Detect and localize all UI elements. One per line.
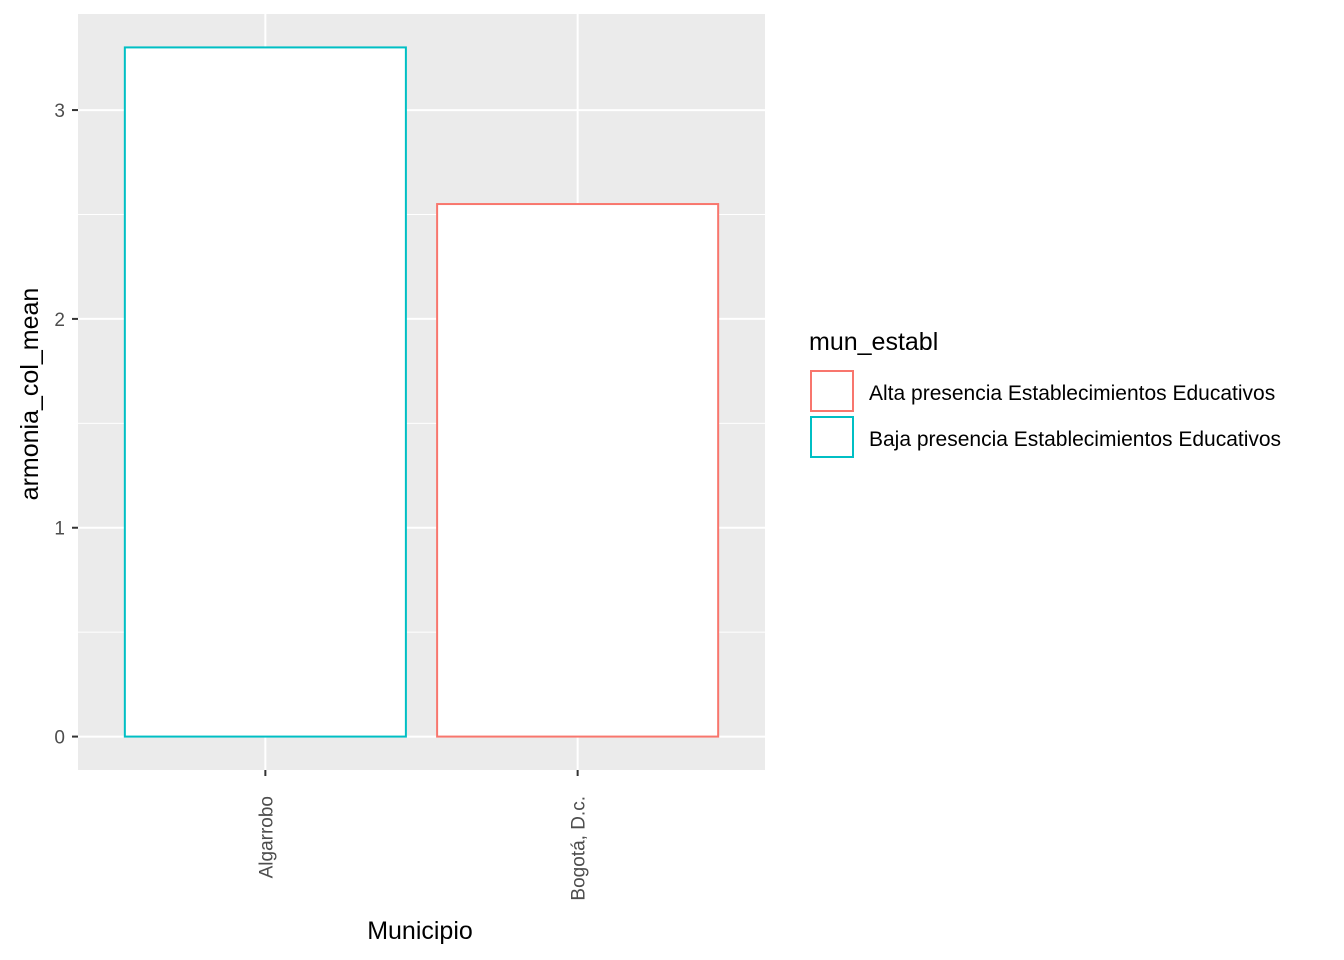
bars [123,46,720,738]
legend-key-baja [810,416,854,458]
y-axis-title: armonia_col_mean [16,288,44,501]
y-tick-label: 3 [54,101,65,122]
y-tick-label: 0 [54,728,65,749]
y-tick-label: 2 [54,310,65,331]
bar-bogot-d-c [436,203,720,738]
legend-label-alta: Alta presencia Establecimientos Educativ… [869,382,1275,405]
x-axis: Algarrobo Bogotá, D.c. [256,770,590,901]
legend-label-baja: Baja presencia Establecimientos Educativ… [869,428,1281,451]
y-tick-label: 1 [54,519,65,540]
y-axis: 0 1 2 3 [54,101,78,749]
x-tick-label: Algarrobo [256,796,277,878]
x-axis-title: Municipio [367,917,473,945]
x-tick-label: Bogotá, D.c. [569,796,590,901]
legend: mun_establ Alta presencia Establecimient… [809,328,1281,458]
legend-title: mun_establ [809,328,938,356]
bar-algarrobo [123,46,407,738]
legend-key-alta [810,370,854,412]
